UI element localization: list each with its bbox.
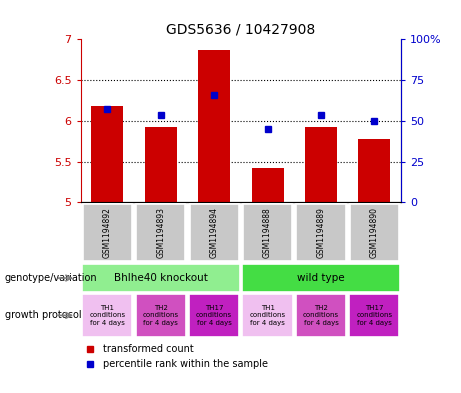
Title: GDS5636 / 10427908: GDS5636 / 10427908: [166, 23, 315, 37]
Text: GSM1194892: GSM1194892: [103, 208, 112, 258]
Bar: [243, 204, 292, 261]
Text: GSM1194894: GSM1194894: [210, 208, 219, 258]
Text: GSM1194889: GSM1194889: [316, 208, 325, 258]
Text: TH17
conditions
for 4 days: TH17 conditions for 4 days: [356, 305, 392, 326]
Bar: [296, 294, 346, 337]
Text: wild type: wild type: [297, 273, 345, 283]
Bar: [242, 264, 400, 292]
Text: TH17
conditions
for 4 days: TH17 conditions for 4 days: [196, 305, 232, 326]
Bar: [189, 294, 239, 337]
Text: genotype/variation: genotype/variation: [5, 273, 97, 283]
Text: GSM1194888: GSM1194888: [263, 208, 272, 258]
Bar: [136, 294, 186, 337]
Text: TH1
conditions
for 4 days: TH1 conditions for 4 days: [249, 305, 286, 326]
Bar: [145, 127, 177, 202]
Bar: [358, 139, 390, 202]
Text: GSM1194890: GSM1194890: [370, 208, 379, 258]
Bar: [242, 294, 293, 337]
Bar: [91, 106, 124, 202]
Text: Bhlhe40 knockout: Bhlhe40 knockout: [114, 273, 208, 283]
Bar: [82, 294, 132, 337]
Text: TH2
conditions
for 4 days: TH2 conditions for 4 days: [143, 305, 179, 326]
Bar: [82, 264, 240, 292]
Text: TH1
conditions
for 4 days: TH1 conditions for 4 days: [89, 305, 125, 326]
Bar: [83, 204, 132, 261]
Bar: [136, 204, 185, 261]
Text: GSM1194893: GSM1194893: [156, 208, 165, 258]
Bar: [349, 294, 400, 337]
Text: transformed count: transformed count: [103, 344, 194, 354]
Bar: [252, 168, 284, 202]
Bar: [198, 50, 230, 202]
Bar: [296, 204, 346, 261]
Text: percentile rank within the sample: percentile rank within the sample: [103, 359, 268, 369]
Bar: [189, 204, 239, 261]
Text: growth protocol: growth protocol: [5, 310, 81, 320]
Text: TH2
conditions
for 4 days: TH2 conditions for 4 days: [303, 305, 339, 326]
Bar: [350, 204, 399, 261]
Bar: [305, 127, 337, 202]
